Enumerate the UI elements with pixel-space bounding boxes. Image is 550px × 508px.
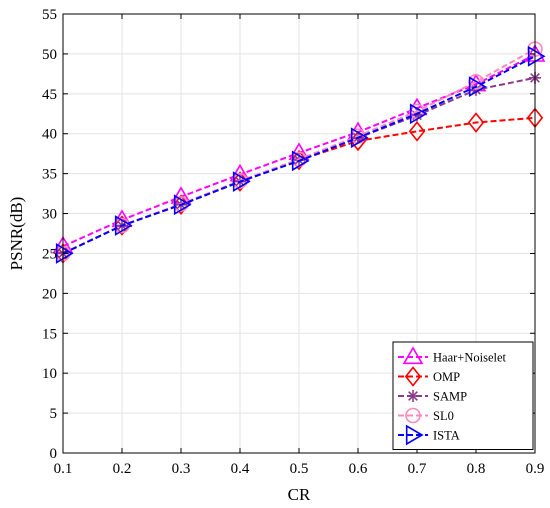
legend-item-samp: SAMP <box>398 390 467 404</box>
x-tick-label: 0.5 <box>290 461 309 477</box>
x-tick-label: 0.7 <box>408 461 427 477</box>
y-tick-label: 35 <box>42 167 57 183</box>
series-lines <box>52 41 546 264</box>
legend-marker <box>405 424 424 446</box>
data-point-ista <box>173 194 192 216</box>
legend-marker <box>405 407 421 424</box>
x-tick-label: 0.9 <box>526 461 545 477</box>
legend-label: Haar+Noiselet <box>433 351 507 365</box>
y-axis-title: PSNR(dB) <box>7 197 26 271</box>
data-point-omp <box>408 121 426 142</box>
y-tick-label: 45 <box>42 87 57 103</box>
legend-item-haar-noiselet: Haar+Noiselet <box>398 346 507 365</box>
legend-item-ista: ISTA <box>398 424 460 446</box>
x-tick-label: 0.1 <box>54 461 73 477</box>
data-point-ista <box>350 127 369 149</box>
y-tick-label: 40 <box>42 127 57 143</box>
legend-item-sl0: SL0 <box>398 407 454 424</box>
x-tick-label: 0.3 <box>172 461 191 477</box>
y-tick-label: 30 <box>42 207 57 223</box>
data-point-ista <box>55 243 74 264</box>
y-tick-label: 20 <box>42 286 57 302</box>
y-tick-label: 25 <box>42 246 57 262</box>
legend-label: ISTA <box>433 429 460 443</box>
legend-marker <box>407 390 419 402</box>
series-line-ista <box>62 55 536 255</box>
y-tick-label: 15 <box>42 326 57 342</box>
x-tick-label: 0.8 <box>467 461 486 477</box>
y-tick-label: 55 <box>42 7 57 23</box>
y-tick-label: 0 <box>50 446 58 462</box>
data-point-omp <box>290 149 308 171</box>
y-tick-label: 50 <box>42 47 57 63</box>
x-tick-label: 0.6 <box>349 461 368 477</box>
data-point-ista <box>114 215 133 236</box>
axis-ticks: 0.1 0.2 0.3 0.4 0.5 0.6 0.7 0.8 0.9 0 5 10 15 20 25 30 3… <box>42 7 544 477</box>
data-point-ista <box>468 76 487 98</box>
data-point-ista <box>232 171 251 193</box>
legend-marker <box>404 366 422 387</box>
y-tick-label: 5 <box>50 406 58 422</box>
data-point-ista <box>291 150 310 172</box>
legend-label: SL0 <box>433 409 454 423</box>
data-point-ista <box>527 45 546 67</box>
legend-item-omp: OMP <box>398 366 460 387</box>
x-tick-label: 0.2 <box>113 461 132 477</box>
legend-label: OMP <box>433 370 460 384</box>
legend-marker <box>402 346 424 365</box>
data-point-ista <box>409 103 428 125</box>
grid <box>62 13 536 454</box>
legend: Haar+Noiselet OMP SAMP SL0 ISTA <box>392 341 534 450</box>
series-ista <box>55 45 546 264</box>
x-tick-label: 0.4 <box>231 461 250 477</box>
x-axis-title: CR <box>288 485 311 504</box>
y-tick-label: 10 <box>42 366 57 382</box>
data-point-omp <box>467 112 485 133</box>
legend-label: SAMP <box>433 390 467 404</box>
